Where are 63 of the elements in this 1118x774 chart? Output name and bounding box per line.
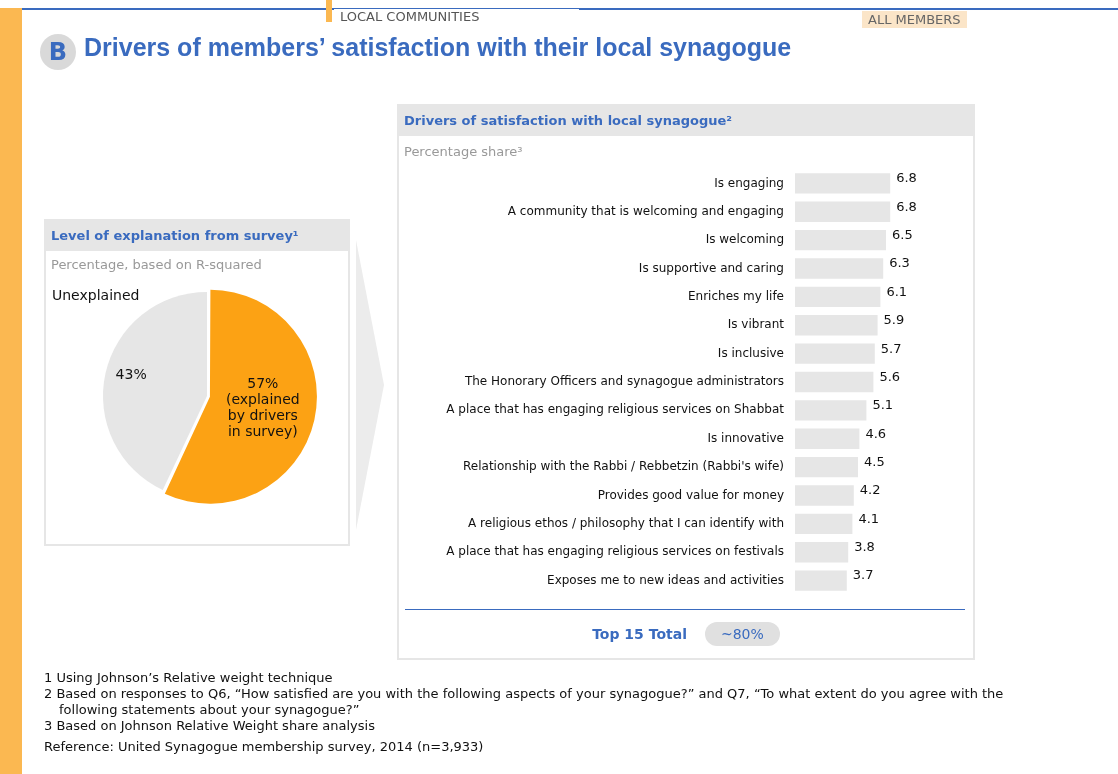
y-tick-label: A religious ethos / philosophy that I can identify with: [468, 515, 784, 530]
bar: [795, 173, 891, 194]
bar: [795, 343, 875, 364]
data-label: 6.8: [896, 198, 917, 214]
bar: [795, 570, 847, 591]
data-label: 5.6: [879, 368, 901, 384]
y-tick-label: Enriches my life: [688, 289, 784, 304]
data-label: 4.5: [864, 453, 885, 469]
data-label: 4.1: [858, 510, 880, 526]
data-label: 6.5: [892, 227, 913, 243]
y-tick-label: A place that has engaging religious services on Shabbat: [446, 402, 785, 417]
text: ALL MEMBERS: [862, 11, 967, 28]
data-label: 5.7: [880, 340, 902, 356]
y-tick-label: A place that has engaging religious services on festivals: [446, 544, 784, 559]
bar: [795, 371, 874, 393]
y-tick-label: Relationship with the Rabbi / Rebbetzin (Rabbi's wife): [463, 459, 784, 474]
data-label: 6.1: [886, 283, 908, 299]
bar: [795, 542, 849, 563]
data-label: 3.7: [852, 567, 874, 583]
y-tick-label: Is engaging: [714, 175, 784, 190]
data-label: 4.2: [859, 482, 881, 498]
bar: [795, 456, 858, 478]
bar: [795, 258, 884, 279]
data-label: 4.6: [865, 425, 887, 441]
bar: [795, 428, 860, 449]
y-tick-label: Is welcoming: [705, 232, 784, 247]
data-label: 57%: [247, 375, 279, 392]
text: LOCAL COMMUNITIES: [334, 9, 579, 26]
text: 3 Based on Johnson Relative Weight share analysis: [44, 718, 376, 734]
bar: [795, 286, 881, 308]
text: ~80%: [704, 622, 780, 646]
y-tick-label: Is innovative: [707, 430, 784, 445]
data-label: 5.1: [872, 397, 894, 413]
text: Drivers of members’ satisfaction with their local synagogue: [84, 33, 792, 62]
text: 2 Based on responses to Q6, “How satisfied are you with the following aspects of your synagogue?” and Q7, “To what extent do you agree with the following statements about your synagogue?”: [44, 686, 1005, 718]
text: Drivers of satisfaction with local synagogue²: [399, 106, 973, 136]
bar: [795, 513, 853, 535]
text: Reference: United Synagogue membership survey, 2014 (n=3,933): [44, 739, 485, 755]
y-tick-label: Is inclusive: [717, 345, 784, 360]
y-tick-label: Is vibrant: [727, 317, 785, 332]
data-label: 5.9: [883, 312, 905, 328]
chart-subtitle: Percentage, based on R-squared: [50, 256, 263, 274]
text: 1 Using Johnson’s Relative weight technique: [44, 670, 334, 686]
text: B: [40, 34, 76, 70]
data-label: 6.3: [889, 255, 910, 271]
bar: [795, 201, 891, 222]
bar: [795, 229, 886, 251]
bar: [795, 315, 878, 336]
bar: [795, 400, 867, 421]
text: Top 15 Total: [592, 626, 687, 642]
y-tick-label: Exposes me to new ideas and activities: [547, 572, 784, 587]
data-label: 43%: [115, 366, 147, 383]
slice-label: Unexplained: [52, 286, 140, 303]
bar: [795, 485, 854, 506]
text: Percentage share³: [403, 143, 524, 159]
slice-label: (explained by drivers in survey): [225, 391, 300, 440]
data-label: 3.8: [854, 539, 875, 555]
y-tick-label: The Honorary Officers and synagogue administrators: [463, 374, 784, 389]
y-tick-label: Is supportive and caring: [638, 260, 784, 275]
y-tick-label: A community that is welcoming and engaging: [507, 203, 784, 218]
y-tick-label: Provides good value for money: [597, 487, 784, 502]
data-label: 6.8: [896, 170, 917, 186]
chart-title: Level of explanation from survey¹: [46, 221, 348, 251]
